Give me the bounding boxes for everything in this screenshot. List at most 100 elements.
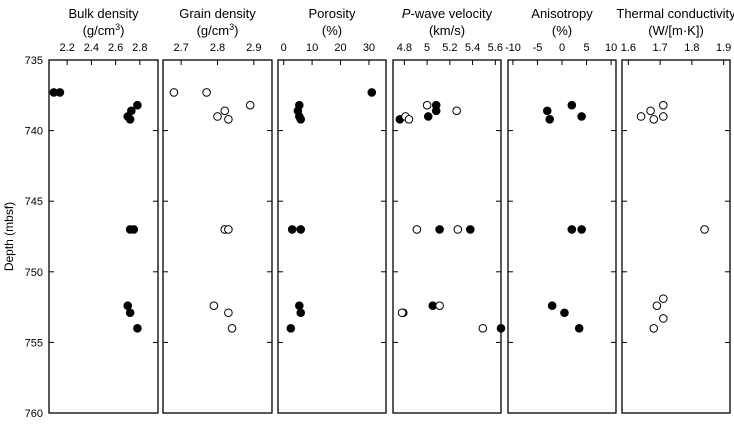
data-point-filled <box>423 112 433 121</box>
data-point-filled <box>125 308 135 318</box>
y-tick-label: 740 <box>25 126 43 138</box>
data-point-open <box>224 225 233 234</box>
x-tick-label: 20 <box>334 42 346 54</box>
x-tick-label: 5 <box>424 42 430 54</box>
data-point-filled <box>125 115 135 124</box>
panel-units: (km/s) <box>429 23 465 38</box>
plot-frame <box>621 59 731 414</box>
data-point-open <box>169 88 179 97</box>
x-tick-label: 1.8 <box>684 42 699 54</box>
data-point-filled <box>133 323 142 333</box>
data-point-filled <box>55 88 65 97</box>
data-point-open <box>649 115 659 124</box>
x-tick-label: -5 <box>533 42 543 54</box>
x-tick-label: 5 <box>583 42 589 54</box>
data-point-open <box>422 100 432 110</box>
data-point-filled <box>574 323 584 333</box>
data-point-open <box>658 314 668 323</box>
x-tick-label: 2.6 <box>108 42 123 54</box>
data-point-filled <box>287 225 297 234</box>
data-point-filled <box>577 225 586 234</box>
x-tick-label: 2.2 <box>60 42 75 54</box>
panel-3: Porosity (%) 0 10 20 30 <box>277 6 387 414</box>
x-tick-label: 2.7 <box>174 42 189 54</box>
data-point-open <box>209 301 219 310</box>
data-point-open <box>658 100 668 110</box>
data-point-open <box>646 106 655 116</box>
panel-6: Thermal conductivity (W/[m·K]) 1.6 1.7 1.8 1.… <box>616 6 734 414</box>
data-point-filled <box>567 100 577 110</box>
x-tick-label: 2.8 <box>132 42 147 54</box>
panel-units: (g/cm3) <box>83 22 125 38</box>
data-point-filled <box>295 301 304 310</box>
data-point-filled <box>296 308 306 318</box>
data-point-filled <box>542 106 552 116</box>
data-point-open <box>658 112 668 121</box>
data-point-filled <box>577 112 586 121</box>
y-tick-label: 735 <box>25 55 43 67</box>
x-tick-label: 1.7 <box>652 42 667 54</box>
data-point-filled <box>496 323 506 333</box>
data-point-filled <box>560 308 569 318</box>
data-point-open <box>652 301 662 310</box>
data-point-open <box>412 225 422 234</box>
data-point-open <box>636 112 646 121</box>
panel-units: (%) <box>322 23 342 38</box>
data-point-filled <box>296 115 306 124</box>
panel-5: Anisotropy (%) -10 -5 0 5 10 <box>505 6 617 414</box>
x-tick-label: 2.4 <box>84 42 99 54</box>
data-point-open <box>435 301 444 310</box>
data-point-open <box>658 294 668 303</box>
x-tick-label: 0 <box>281 42 287 54</box>
data-point-filled <box>431 106 441 116</box>
data-point-open <box>227 323 237 333</box>
x-tick-label: -10 <box>505 42 521 54</box>
x-tick-label: 10 <box>306 42 318 54</box>
data-point-filled <box>129 225 139 234</box>
panel-title: P-wave velocity <box>402 6 493 21</box>
data-point-open <box>220 106 230 116</box>
x-tick-label: 5.4 <box>465 42 480 54</box>
x-tick-label: 1.9 <box>716 42 731 54</box>
data-point-open <box>453 225 463 234</box>
panel-2: Grain density(g/cm3) 2.7 2.8 2.9 <box>162 6 273 414</box>
plot-frame <box>507 59 617 414</box>
x-tick-label: 5.6 <box>488 42 503 54</box>
x-tick-label: 2.8 <box>210 42 225 54</box>
data-point-filled <box>547 301 557 310</box>
data-point-open <box>224 115 233 124</box>
data-point-filled <box>123 301 133 310</box>
data-point-filled <box>567 225 577 234</box>
panel-title: Bulk density <box>68 6 139 21</box>
panel-units: (W/[m·K]) <box>648 23 704 38</box>
panel-title: Thermal conductivity <box>616 6 734 21</box>
data-point-filled <box>133 100 142 110</box>
plot-frame <box>277 59 387 414</box>
y-tick-label: 750 <box>25 267 43 279</box>
y-axis-label: Depth (mbsf) <box>2 202 16 271</box>
panel-units: (%) <box>552 23 572 38</box>
y-tick-label: 755 <box>25 337 43 349</box>
data-point-filled <box>286 323 296 333</box>
panel-title: Porosity <box>309 6 356 21</box>
panel-4: P-wave velocity (km/s) 4.8 5 5.2 5.4 5.6 <box>392 6 506 414</box>
data-point-filled <box>466 225 475 234</box>
data-point-open <box>224 308 233 318</box>
x-tick-label: 0 <box>559 42 565 54</box>
y-tick-label: 745 <box>25 196 43 208</box>
panel-title: Grain density <box>179 6 256 21</box>
plot-frame <box>392 59 502 414</box>
data-point-filled <box>545 115 555 124</box>
data-point-open <box>202 88 211 97</box>
data-point-open <box>404 115 414 124</box>
data-point-filled <box>296 225 306 234</box>
panel-title: Anisotropy <box>531 6 593 21</box>
data-point-open <box>397 308 407 318</box>
x-tick-label: 1.6 <box>621 42 636 54</box>
data-point-open <box>213 112 222 121</box>
y-tick-label: 760 <box>25 408 43 420</box>
x-tick-label: 30 <box>363 42 375 54</box>
data-point-open <box>245 100 255 110</box>
data-point-open <box>649 323 659 333</box>
